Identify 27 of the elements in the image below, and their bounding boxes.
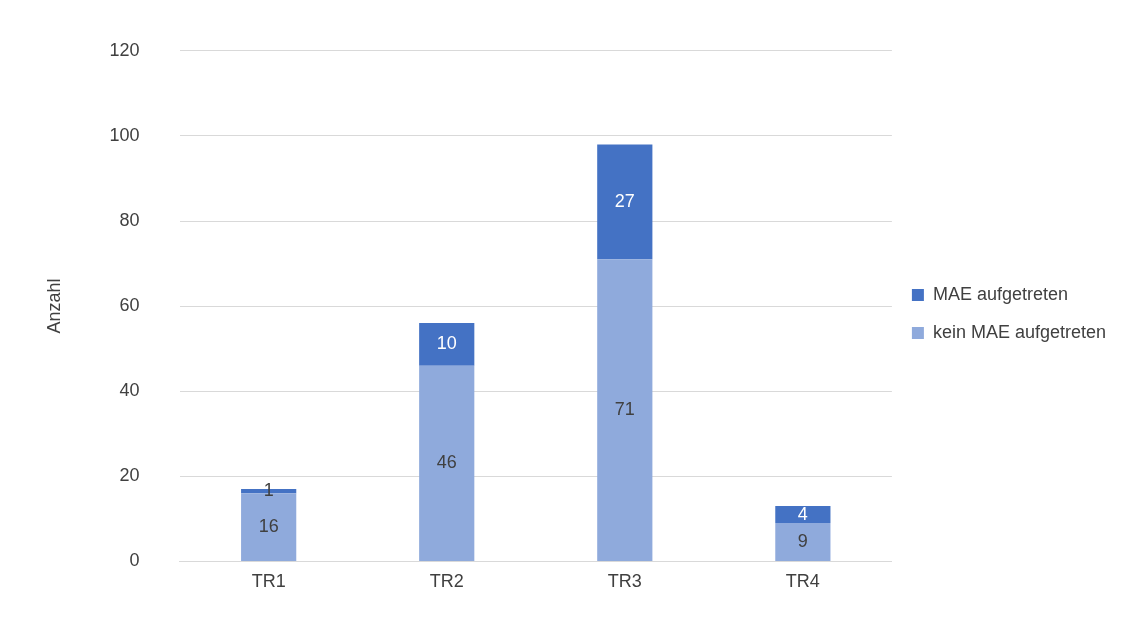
data-label: 46 bbox=[436, 452, 457, 473]
bar bbox=[419, 365, 475, 561]
y-axis-title: Anzahl bbox=[43, 278, 64, 334]
bar bbox=[775, 506, 831, 524]
data-label: 9 bbox=[797, 530, 808, 551]
legend-label: kein MAE aufgetreten bbox=[932, 321, 1107, 342]
data-label: 10 bbox=[436, 333, 457, 354]
y-tick-label: 120 bbox=[109, 39, 140, 60]
y-tick-label: 0 bbox=[129, 550, 140, 571]
x-tick-label: TR3 bbox=[607, 571, 642, 592]
y-tick-label: 60 bbox=[119, 295, 140, 316]
y-tick-label: 20 bbox=[119, 465, 140, 486]
y-tick-label: 100 bbox=[109, 124, 140, 145]
bar bbox=[597, 259, 653, 561]
y-tick-label: 40 bbox=[119, 380, 140, 401]
legend-label: MAE aufgetreten bbox=[932, 283, 1068, 304]
data-label: 71 bbox=[614, 399, 635, 420]
data-label: 16 bbox=[258, 516, 279, 537]
data-label: 4 bbox=[797, 503, 808, 524]
data-label: 27 bbox=[614, 190, 635, 211]
bar bbox=[597, 144, 653, 260]
y-tick-label: 80 bbox=[119, 209, 140, 230]
x-tick-label: TR1 bbox=[251, 571, 286, 592]
x-tick-label: TR4 bbox=[785, 571, 820, 592]
bar bbox=[419, 323, 475, 366]
x-tick-label: TR2 bbox=[429, 571, 464, 592]
bar bbox=[775, 523, 831, 561]
